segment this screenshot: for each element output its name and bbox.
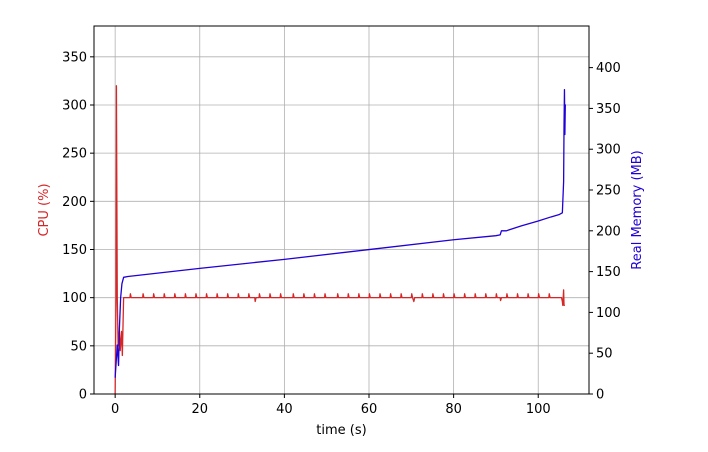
plot-frame	[93, 25, 590, 395]
x-tick-label: 40	[276, 402, 293, 417]
x-axis: 0 20 40 60 80 100	[111, 394, 551, 417]
y-right-tick-label: 400	[596, 61, 621, 76]
y-right-tick-label: 50	[596, 347, 613, 362]
x-tick-label: 0	[111, 402, 119, 417]
y-left-tick-label: 300	[62, 98, 87, 113]
x-tick-label: 80	[445, 402, 462, 417]
cpu-series-line	[114, 85, 565, 395]
grid	[94, 26, 589, 395]
y-right-tick-label: 100	[596, 306, 621, 321]
x-tick-label: 20	[191, 402, 208, 417]
y-left-tick-label: 150	[62, 243, 87, 258]
series-layer	[114, 85, 566, 395]
y-axis-right-label: Real Memory (MB)	[630, 150, 645, 269]
y-axis-right: 0 50 100 150 200 250 300 350 400	[589, 61, 621, 403]
x-axis-label: time (s)	[316, 423, 366, 438]
y-axis-left: 0 50 100 150 200 250 300 350	[62, 50, 94, 403]
y-right-tick-label: 350	[596, 102, 621, 117]
x-tick-label: 60	[361, 402, 378, 417]
y-right-tick-label: 300	[596, 143, 621, 158]
y-left-tick-label: 350	[62, 50, 87, 65]
y-left-tick-label: 200	[62, 195, 87, 210]
y-right-tick-label: 200	[596, 224, 621, 239]
x-tick-label: 100	[526, 402, 551, 417]
y-right-tick-label: 0	[596, 388, 604, 403]
y-left-tick-label: 50	[70, 339, 87, 354]
y-left-tick-label: 0	[79, 388, 87, 403]
memory-series-line	[114, 89, 566, 378]
y-right-tick-label: 250	[596, 184, 621, 199]
y-right-tick-label: 150	[596, 265, 621, 280]
y-left-tick-label: 100	[62, 291, 87, 306]
y-axis-left-label: CPU (%)	[37, 183, 52, 236]
y-left-tick-label: 250	[62, 147, 87, 162]
